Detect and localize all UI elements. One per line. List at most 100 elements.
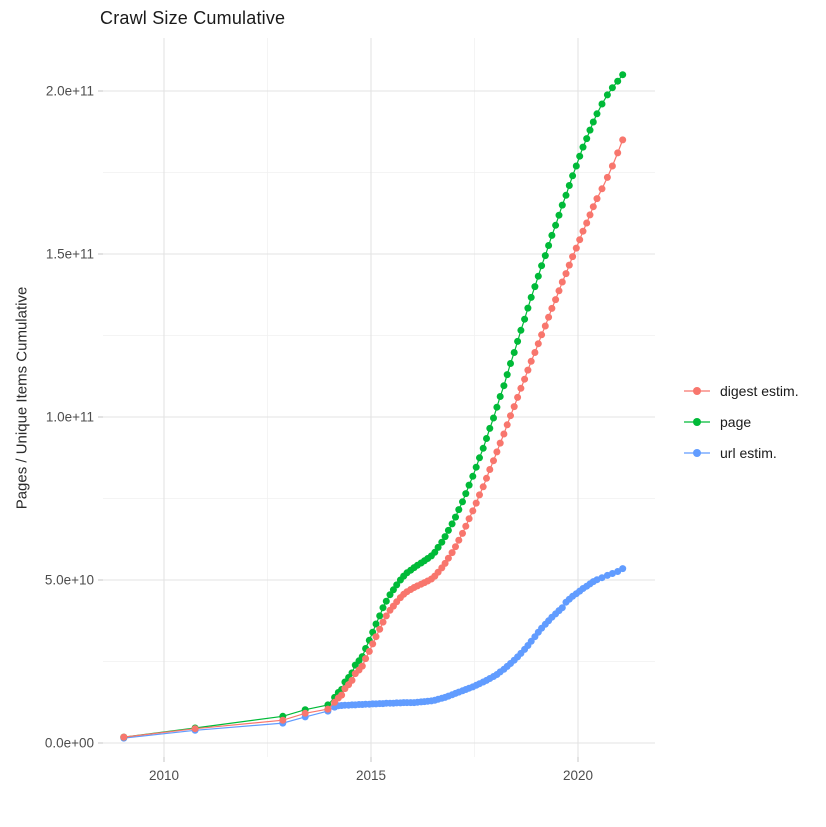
data-point-digest-estim xyxy=(579,227,587,235)
x-tick-label: 2015 xyxy=(356,768,386,783)
data-point-digest-estim xyxy=(608,162,616,170)
data-point-digest-estim xyxy=(562,270,570,278)
data-point-digest-estim xyxy=(548,304,556,312)
data-point-digest-estim xyxy=(490,457,497,465)
data-point-digest-estim xyxy=(493,448,501,456)
data-point-digest-estim xyxy=(586,211,594,219)
data-point-page xyxy=(521,315,529,323)
data-point-page xyxy=(448,520,456,528)
data-point-digest-estim xyxy=(500,430,508,438)
data-point-page xyxy=(483,435,490,442)
data-point-page xyxy=(558,201,566,209)
data-point-url-estim xyxy=(608,570,616,577)
data-point-page xyxy=(619,71,627,79)
data-point-page xyxy=(514,337,522,345)
data-point-digest-estim xyxy=(619,136,627,144)
y-tick-label: 1.0e+11 xyxy=(46,410,94,425)
data-point-digest-estim xyxy=(444,554,452,562)
data-point-digest-estim xyxy=(521,375,529,383)
series-digest-estim xyxy=(120,136,627,741)
data-point-page xyxy=(500,382,508,390)
data-point-page xyxy=(534,272,542,280)
data-point-digest-estim xyxy=(569,253,577,261)
data-point-page xyxy=(531,283,539,291)
data-point-digest-estim xyxy=(527,357,535,365)
data-point-digest-estim xyxy=(593,195,601,203)
data-point-page xyxy=(452,513,459,521)
data-point-digest-estim xyxy=(510,403,518,411)
data-point-page xyxy=(510,349,518,356)
data-point-digest-estim xyxy=(459,529,466,537)
legend-item-url: url estim. xyxy=(683,445,799,461)
data-point-digest-estim xyxy=(379,618,387,626)
data-point-digest-estim xyxy=(541,322,549,330)
data-point-digest-estim xyxy=(465,515,473,523)
data-point-page xyxy=(517,326,525,334)
data-point-digest-estim xyxy=(191,725,199,733)
legend-key-url xyxy=(684,449,710,457)
data-point-page xyxy=(586,126,594,134)
data-point-digest-estim xyxy=(589,203,597,211)
data-point-page xyxy=(393,581,401,589)
data-point-page xyxy=(459,498,466,506)
data-point-page xyxy=(527,293,535,301)
gridlines xyxy=(103,38,655,757)
data-point-page xyxy=(589,118,597,126)
data-point-page xyxy=(444,526,452,534)
data-point-page xyxy=(438,538,446,546)
data-point-digest-estim xyxy=(448,549,456,557)
data-point-page xyxy=(552,221,560,229)
data-point-digest-estim xyxy=(576,236,584,244)
data-point-digest-estim xyxy=(565,261,573,269)
data-point-digest-estim xyxy=(583,219,591,227)
data-point-digest-estim xyxy=(369,640,377,648)
data-point-digest-estim xyxy=(558,278,566,286)
data-point-page xyxy=(493,403,501,411)
data-point-digest-estim xyxy=(545,313,553,321)
data-point-digest-estim xyxy=(376,625,384,633)
legend: digest estim. page url estim. xyxy=(683,383,799,461)
series-line-digest-estim xyxy=(123,139,624,738)
data-point-page xyxy=(569,172,577,180)
data-point-digest-estim xyxy=(372,633,380,641)
data-point-page xyxy=(496,393,504,400)
data-point-digest-estim xyxy=(538,331,546,339)
data-point-digest-estim xyxy=(514,393,522,401)
data-point-digest-estim xyxy=(338,691,346,699)
data-point-digest-estim xyxy=(524,366,532,374)
data-point-page xyxy=(603,91,611,99)
data-point-page xyxy=(431,548,439,556)
data-point-page xyxy=(593,110,601,118)
data-point-digest-estim xyxy=(365,647,373,655)
data-point-page xyxy=(583,135,591,143)
y-tick-label: 2.0e+11 xyxy=(46,84,94,99)
data-point-digest-estim xyxy=(503,421,511,429)
data-point-page xyxy=(386,591,394,599)
data-point-page xyxy=(469,472,477,480)
data-point-digest-estim xyxy=(555,287,563,295)
data-point-digest-estim xyxy=(358,662,366,670)
data-point-page xyxy=(382,597,390,605)
data-point-digest-estim xyxy=(362,655,370,663)
data-point-url-estim xyxy=(598,574,606,582)
data-point-page xyxy=(462,490,470,498)
data-point-page xyxy=(565,182,573,189)
data-point-page xyxy=(545,242,553,249)
x-tick-label: 2020 xyxy=(563,768,593,783)
data-point-digest-estim xyxy=(517,384,525,392)
y-tick-label: 1.5e+11 xyxy=(46,247,94,262)
data-point-digest-estim xyxy=(531,349,539,356)
data-point-digest-estim xyxy=(496,439,504,447)
y-tick-label: 0.0e+00 xyxy=(45,736,94,751)
data-point-digest-estim xyxy=(479,483,487,491)
legend-key-point xyxy=(693,449,701,457)
legend-label: url estim. xyxy=(720,445,777,461)
data-point-page xyxy=(541,252,549,260)
data-point-page xyxy=(389,586,397,594)
data-point-digest-estim xyxy=(455,536,463,544)
data-point-page xyxy=(579,143,587,151)
data-point-page xyxy=(441,533,449,541)
data-point-page xyxy=(572,162,580,170)
legend-item-page: page xyxy=(683,414,799,430)
